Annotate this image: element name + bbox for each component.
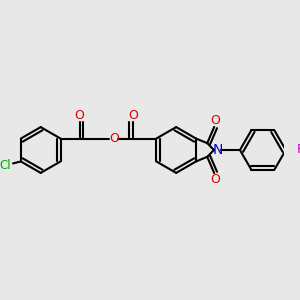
- Text: O: O: [128, 109, 138, 122]
- Text: O: O: [75, 109, 85, 122]
- Text: O: O: [210, 173, 220, 186]
- Text: N: N: [213, 143, 223, 157]
- Text: F: F: [296, 143, 300, 157]
- Text: O: O: [109, 132, 119, 145]
- Text: O: O: [210, 114, 220, 127]
- Text: Cl: Cl: [0, 159, 11, 172]
